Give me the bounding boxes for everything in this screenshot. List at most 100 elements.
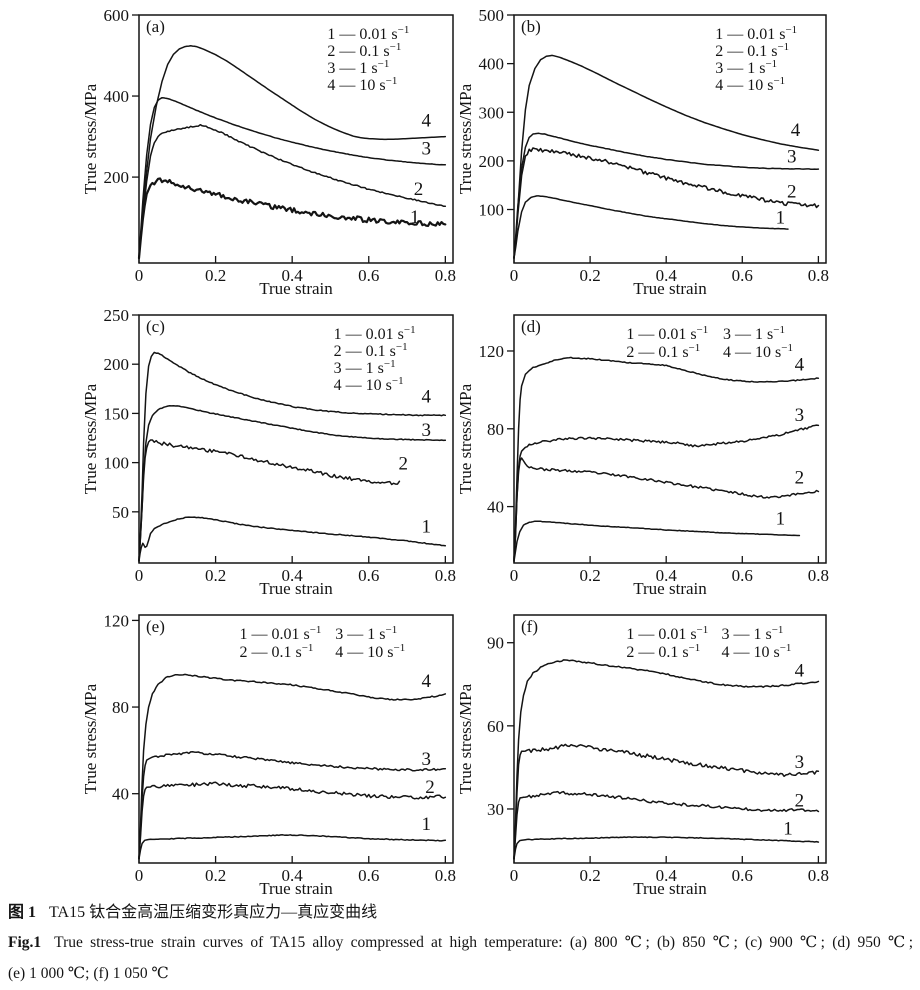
legend-entry: 3 — 1 s−1 xyxy=(334,358,396,377)
x-axis-title: True strain xyxy=(633,279,707,298)
plot-frame xyxy=(513,314,827,564)
x-tick-label: 0.8 xyxy=(808,866,829,885)
legend-entry: 3 — 1 s−1 xyxy=(723,324,785,343)
x-axis-title: True strain xyxy=(633,879,707,898)
legend-entry: 2 — 0.1 s−1 xyxy=(626,642,700,661)
curve-rate-0.01 xyxy=(138,516,447,562)
figure-caption: 图 1 TA15 钛合金高温压缩变形真应力—真应变曲线 Fig.1 True str… xyxy=(8,903,913,990)
legend-entry: 2 — 0.1 s−1 xyxy=(626,342,700,361)
curve-rate-0.01 xyxy=(513,520,801,562)
x-tick-label: 0.8 xyxy=(435,266,456,285)
x-tick-label: 0.8 xyxy=(808,566,829,585)
curve-rate-1 xyxy=(138,404,447,562)
curve-rate-10 xyxy=(138,351,447,562)
plot-frame xyxy=(138,314,454,564)
y-tick-label: 100 xyxy=(479,201,505,220)
panel-letter: (f) xyxy=(521,617,538,636)
curve-number-label: 1 xyxy=(783,818,793,839)
curve-rate-0.1 xyxy=(138,781,447,860)
y-axis-title: True stress/MPa xyxy=(460,83,475,194)
legend-entry: 4 — 10 s−1 xyxy=(723,342,793,361)
curve-number-label: 2 xyxy=(795,791,805,812)
y-tick-label: 40 xyxy=(112,785,129,804)
legend-entry: 1 — 0.01 s−1 xyxy=(327,24,409,43)
curve-rate-0.1 xyxy=(513,790,820,860)
curve-rate-0.1 xyxy=(138,439,401,562)
y-tick-label: 30 xyxy=(487,800,504,819)
curve-rate-10 xyxy=(513,356,820,560)
curve-number-label: 2 xyxy=(425,777,435,798)
x-tick-label: 0 xyxy=(510,566,519,585)
y-tick-label: 250 xyxy=(104,306,130,325)
caption-en-text: True stress-true strain curves of TA15 a… xyxy=(54,934,913,952)
y-tick-label: 150 xyxy=(104,404,130,423)
curve-number-label: 2 xyxy=(398,454,408,475)
y-axis-title: True stress/MPa xyxy=(460,683,475,794)
y-axis-title: True stress/MPa xyxy=(81,683,100,794)
x-tick-label: 0.6 xyxy=(358,266,379,285)
curve-number-label: 4 xyxy=(421,110,431,131)
x-tick-label: 0.6 xyxy=(358,566,379,585)
x-tick-label: 0.6 xyxy=(358,866,379,885)
panel-letter: (b) xyxy=(521,17,541,36)
y-tick-label: 90 xyxy=(487,634,504,653)
y-axis-title: True stress/MPa xyxy=(81,83,100,194)
chart-panel-a: 0 0.2 0.4 0.6 0.8 200 400 600 True strain True st… xyxy=(81,6,456,298)
y-tick-label: 500 xyxy=(479,6,505,25)
legend-entry: 2 — 0.1 s−1 xyxy=(334,341,408,360)
legend-entry: 1 — 0.01 s−1 xyxy=(626,624,708,643)
legend-entry: 3 — 1 s−1 xyxy=(715,58,777,77)
y-tick-label: 80 xyxy=(487,420,504,439)
caption-zh-label: 图 1 xyxy=(8,904,37,921)
x-tick-label: 0.2 xyxy=(579,866,600,885)
curve-number-label: 3 xyxy=(421,420,431,441)
curve-number-label: 3 xyxy=(421,139,431,160)
curve-rate-1 xyxy=(513,743,820,860)
y-axis-title: True stress/MPa xyxy=(81,383,100,494)
caption-chinese: 图 1 TA15 钛合金高温压缩变形真应力—真应变曲线 xyxy=(8,903,913,922)
x-tick-label: 0.4 xyxy=(656,566,678,585)
y-tick-label: 100 xyxy=(104,454,130,473)
curve-rate-1 xyxy=(513,132,820,259)
curve-number-label: 4 xyxy=(795,660,805,681)
curve-number-label: 2 xyxy=(795,467,805,488)
curve-number-label: 3 xyxy=(421,749,431,770)
chart-panel-b: 0 0.2 0.4 0.6 0.8 100 200 300 400 500 True strain T… xyxy=(460,6,829,298)
y-tick-label: 200 xyxy=(104,168,130,187)
x-tick-label: 0 xyxy=(510,866,519,885)
y-tick-label: 80 xyxy=(112,698,129,717)
curve-number-label: 1 xyxy=(421,517,431,538)
x-axis-title: True strain xyxy=(259,579,333,598)
x-tick-label: 0.4 xyxy=(282,266,304,285)
legend-entry: 4 — 10 s−1 xyxy=(335,642,405,661)
curve-rate-10 xyxy=(513,54,820,259)
legend-entry: 3 — 1 s−1 xyxy=(327,58,389,77)
y-tick-label: 60 xyxy=(487,717,504,736)
curve-rate-10 xyxy=(513,659,820,860)
x-axis-title: True strain xyxy=(259,279,333,298)
plot-frame xyxy=(138,14,454,264)
legend-entry: 2 — 0.1 s−1 xyxy=(715,41,789,60)
y-tick-label: 200 xyxy=(479,152,505,171)
legend-entry: 4 — 10 s−1 xyxy=(334,375,404,394)
curve-number-label: 3 xyxy=(795,752,805,773)
curve-number-label: 4 xyxy=(421,387,431,408)
caption-english-line1: Fig.1 True stress-true strain curves of T… xyxy=(8,934,913,953)
curve-rate-0.1 xyxy=(138,123,447,259)
y-tick-label: 200 xyxy=(104,355,130,374)
legend-entry: 1 — 0.01 s−1 xyxy=(239,624,321,643)
curve-rate-0.1 xyxy=(513,147,820,259)
y-tick-label: 120 xyxy=(104,611,130,630)
curve-number-label: 4 xyxy=(795,355,805,376)
chart-panel-c: 0 0.2 0.4 0.6 0.8 50 100 150 200 250 True strain Tr… xyxy=(81,306,456,598)
curve-rate-10 xyxy=(138,45,447,259)
x-axis-title: True strain xyxy=(259,879,333,898)
legend-entry: 3 — 1 s−1 xyxy=(335,624,397,643)
curve-number-label: 3 xyxy=(787,147,797,168)
x-tick-label: 0.2 xyxy=(579,566,600,585)
curve-rate-0.01 xyxy=(137,177,447,260)
curve-rate-10 xyxy=(138,673,447,860)
plot-frame xyxy=(513,14,827,264)
panel-letter: (a) xyxy=(146,17,165,36)
